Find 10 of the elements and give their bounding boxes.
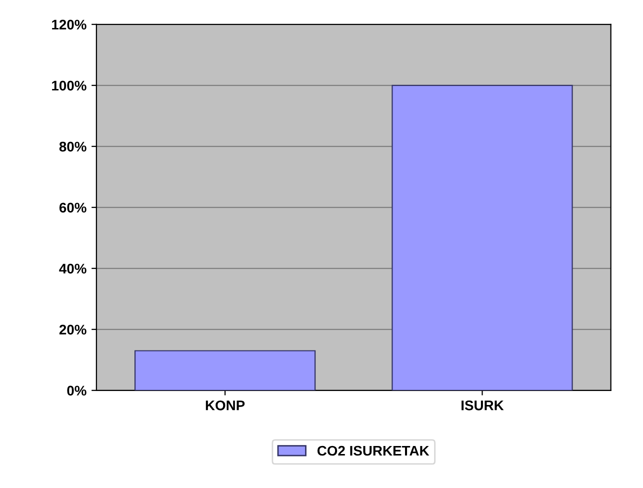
y-tick-label: 100% [52, 80, 86, 91]
legend-label: CO2 ISURKETAK [317, 446, 430, 456]
y-tick-label: 20% [59, 324, 86, 335]
y-tick-label: 60% [59, 202, 86, 213]
y-tick-label: 120% [52, 20, 86, 30]
y-tick-label: 40% [59, 264, 86, 274]
x-tick-label: KONP [206, 400, 245, 410]
y-tick-label: 0% [67, 386, 86, 396]
y-tick-label: 80% [59, 142, 86, 152]
x-tick-label: ISURK [462, 400, 504, 410]
